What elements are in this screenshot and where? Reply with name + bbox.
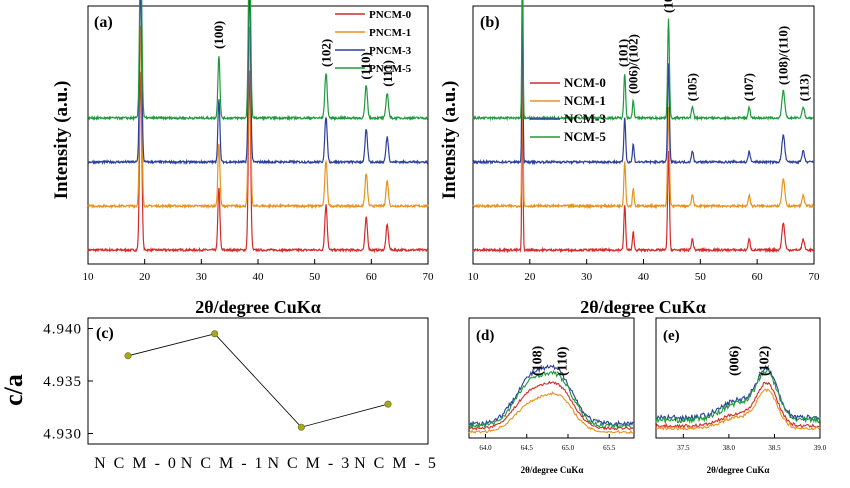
peak-annotation: (006) <box>727 345 742 376</box>
panel-c-label: (c) <box>96 325 114 342</box>
peak-annotation: (107) <box>741 73 756 101</box>
panel-b-xlabel: 2θ/degree CuKα <box>580 297 706 317</box>
x-tick-label: 30 <box>196 271 208 283</box>
x-tick-label: 10 <box>83 271 95 283</box>
panel-a-ylabel: Intensity (a.u.) <box>51 81 72 200</box>
x-tick-label: 40 <box>638 271 650 283</box>
ca-trend-line <box>127 333 389 428</box>
zoom-line-ncm-1 <box>655 388 821 431</box>
peak-annotation: (100) <box>211 21 226 49</box>
ca-point <box>211 330 219 338</box>
series-line-ncm-1 <box>472 30 815 210</box>
panel-e-label: (e) <box>663 328 680 344</box>
peak-annotation: (111) <box>380 60 395 87</box>
series-line-pncm-0 <box>87 70 429 254</box>
series-line-pncm-5 <box>87 0 429 122</box>
x-category-label: N C M - 0 <box>94 455 178 472</box>
x-tick-label: 39.0 <box>814 444 827 452</box>
x-tick-label: 50 <box>695 271 707 283</box>
zoom-line-ncm-5 <box>655 367 821 425</box>
series-line-ncm-0 <box>472 73 815 254</box>
panel-d: 64.0 64.5 65.0 65.5 (108) (110) (d) 2θ/degre… <box>468 317 635 475</box>
x-tick-label: 65.0 <box>562 444 575 452</box>
peak-annotation: (101) <box>616 39 631 67</box>
panel-e-frame <box>655 317 821 439</box>
ca-point <box>124 352 132 360</box>
zoom-line-ncm-5 <box>468 369 634 430</box>
x-tick-label: 40 <box>253 271 265 283</box>
peak-annotation: (108) <box>531 345 546 376</box>
x-tick-label: 38.0 <box>723 444 736 452</box>
peak-annotation: (108)/(110) <box>775 26 790 85</box>
zoom-line-ncm-0 <box>655 381 821 429</box>
x-tick-label: 38.5 <box>768 444 781 452</box>
series-line-pncm-1 <box>87 26 429 210</box>
x-category-label: N C M - 5 <box>354 455 438 472</box>
legend-entry: NCM-3 <box>564 111 606 126</box>
x-tick-label: 60 <box>752 271 764 283</box>
panel-b-ylabel: Intensity (a.u.) <box>439 81 460 200</box>
ca-point <box>297 423 305 431</box>
peak-annotation: (104) <box>661 0 676 13</box>
panel-d-frame <box>468 317 635 439</box>
legend-entry: PNCM-3 <box>369 45 412 57</box>
legend-entry: NCM-0 <box>564 75 606 90</box>
x-tick-label: 65.5 <box>603 444 616 452</box>
peak-annotation: (102) <box>319 39 334 67</box>
zoom-line-ncm-0 <box>468 380 634 431</box>
x-tick-label: 64.5 <box>521 444 534 452</box>
series-line-pncm-3 <box>87 0 429 166</box>
panel-a-label: (a) <box>94 14 113 31</box>
x-tick-label: 50 <box>309 271 321 283</box>
legend-entry: NCM-1 <box>564 93 606 108</box>
series-line-ncm-3 <box>472 0 815 166</box>
x-tick-label: 70 <box>423 271 435 283</box>
legend-entry: NCM-5 <box>564 129 606 144</box>
series-line-ncm-5 <box>472 0 815 122</box>
panel-e: 37.5 38.0 38.5 39.0 (006) (102) (e) 2θ/degre… <box>655 317 827 475</box>
peak-annotation: (006)/(102) <box>625 34 640 94</box>
legend-entry: PNCM-1 <box>369 27 411 39</box>
zoom-line-ncm-1 <box>468 391 634 434</box>
peak-annotation: (102) <box>758 345 773 376</box>
panel-e-xlabel: 2θ/degree CuKα <box>707 465 770 475</box>
panel-c-ylabel: c/a <box>0 374 28 406</box>
x-tick-label: 10 <box>468 271 480 283</box>
panel-a-xlabel: 2θ/degree CuKα <box>195 297 321 317</box>
x-tick-label: 64.0 <box>479 444 492 452</box>
x-tick-label: 70 <box>809 271 821 283</box>
y-tick-label: 4.935 <box>43 374 82 390</box>
peak-annotation: (110) <box>358 52 373 79</box>
x-tick-label: 20 <box>139 271 151 283</box>
x-category-label: N C M - 3 <box>267 455 351 472</box>
peak-annotation: (110) <box>555 346 570 376</box>
x-category-label: N C M - 1 <box>181 455 265 472</box>
panel-d-xlabel: 2θ/degree CuKα <box>521 465 584 475</box>
y-tick-label: 4.940 <box>43 322 82 338</box>
peak-annotation: (113) <box>796 74 811 101</box>
x-tick-label: 30 <box>581 271 593 283</box>
x-tick-label: 37.5 <box>677 444 690 452</box>
x-tick-label: 60 <box>366 271 378 283</box>
y-tick-label: 4.930 <box>43 427 82 443</box>
peak-annotation: (105) <box>684 73 699 101</box>
x-tick-label: 20 <box>524 271 536 283</box>
ca-point <box>384 400 392 408</box>
panel-b-label: (b) <box>480 14 500 31</box>
panel-d-label: (d) <box>476 328 494 344</box>
zoom-line-ncm-3 <box>655 364 821 423</box>
legend-entry: PNCM-0 <box>369 9 412 21</box>
legend-entry: PNCM-5 <box>369 63 412 75</box>
zoom-line-ncm-3 <box>468 364 634 428</box>
